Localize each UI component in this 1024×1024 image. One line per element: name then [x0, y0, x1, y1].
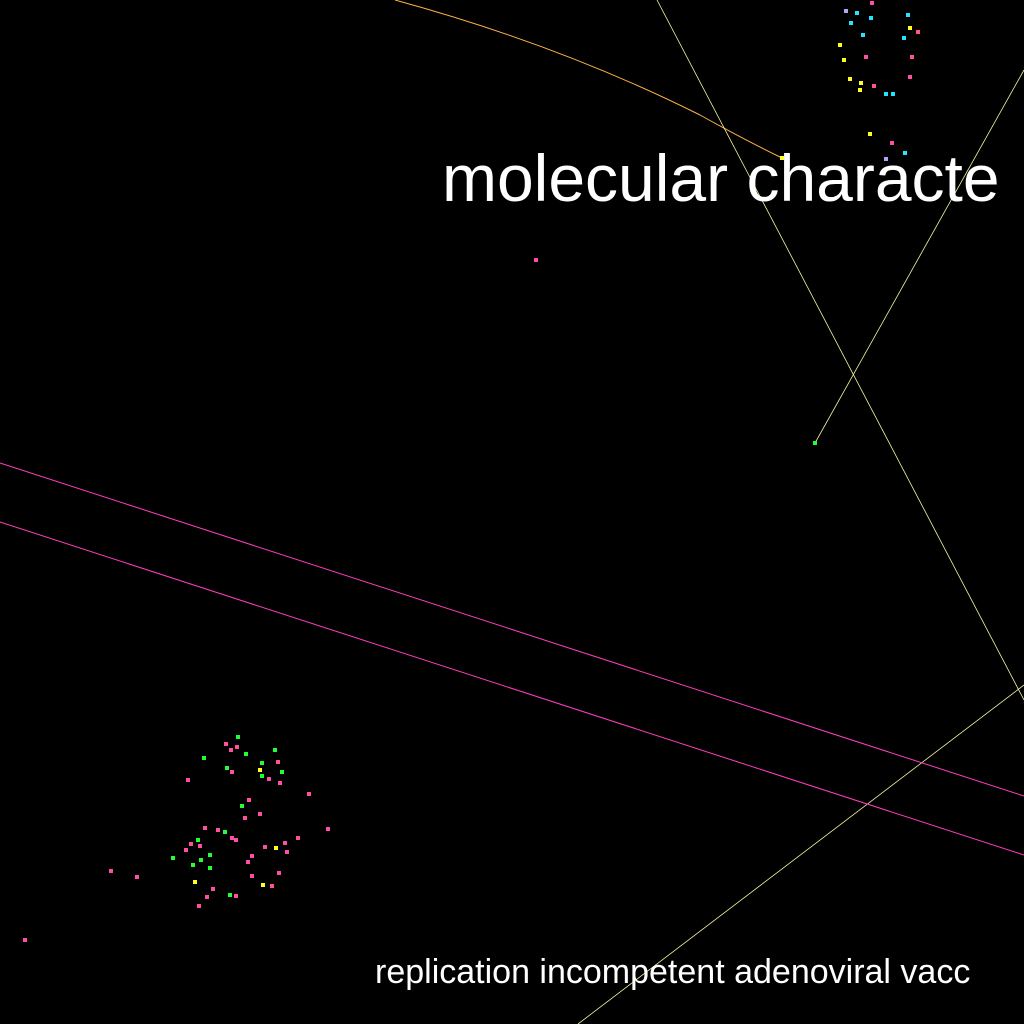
dot-pink: [276, 760, 280, 764]
dot-cyan: [902, 36, 906, 40]
dot-pink: [234, 838, 238, 842]
dot-pink: [870, 1, 874, 5]
dot-pink: [216, 828, 220, 832]
dot-yellow: [842, 58, 846, 62]
dot-green: [273, 748, 277, 752]
dot-pink: [864, 55, 868, 59]
dot-pink: [270, 884, 274, 888]
dot-green: [813, 441, 817, 445]
dot-pink: [250, 874, 254, 878]
magenta-line-upper: [0, 462, 1024, 797]
dot-green: [208, 853, 212, 857]
dot-pink: [910, 55, 914, 59]
dot-cyan: [906, 13, 910, 17]
dot-pink: [203, 826, 207, 830]
dot-cyan: [849, 21, 853, 25]
dot-pink: [243, 816, 247, 820]
dot-green: [280, 770, 284, 774]
scatter-dots: [23, 1, 920, 942]
pale-line-diagonal-3: [577, 684, 1024, 1024]
dot-yellow: [274, 846, 278, 850]
dot-green: [240, 804, 244, 808]
dot-pink: [230, 770, 234, 774]
magenta-line-lower: [0, 521, 1024, 856]
dot-pink: [230, 836, 234, 840]
dot-pink: [235, 745, 239, 749]
dot-green: [191, 863, 195, 867]
dot-pink: [109, 869, 113, 873]
dot-pink: [186, 778, 190, 782]
dot-green: [260, 761, 264, 765]
dot-yellow: [258, 768, 262, 772]
dot-yellow: [859, 81, 863, 85]
dot-pink: [23, 938, 27, 942]
dot-green: [260, 774, 264, 778]
dot-cyan: [869, 16, 873, 20]
dot-pink: [267, 777, 271, 781]
dot-green: [208, 866, 212, 870]
dot-green: [225, 766, 229, 770]
dot-yellow: [858, 88, 862, 92]
dot-yellow: [838, 43, 842, 47]
dot-pink: [135, 875, 139, 879]
dot-pink: [224, 742, 228, 746]
dot-green: [236, 735, 240, 739]
dot-lavender: [844, 9, 848, 13]
dot-pink: [534, 258, 538, 262]
dot-yellow: [908, 26, 912, 30]
dot-pink: [247, 798, 251, 802]
dot-green: [171, 856, 175, 860]
dot-yellow: [261, 883, 265, 887]
dot-pink: [872, 84, 876, 88]
dot-pink: [283, 841, 287, 845]
dot-green: [223, 830, 227, 834]
dot-pink: [197, 904, 201, 908]
dot-cyan: [891, 92, 895, 96]
dot-yellow: [780, 156, 784, 160]
dot-cyan: [884, 92, 888, 96]
dot-pink: [246, 860, 250, 864]
dot-yellow: [868, 132, 872, 136]
dot-pink: [890, 141, 894, 145]
dot-cyan: [903, 151, 907, 155]
dot-pink: [184, 848, 188, 852]
dot-cyan: [861, 33, 865, 37]
dot-green: [196, 838, 200, 842]
dot-green: [228, 893, 232, 897]
dot-green: [199, 858, 203, 862]
dot-pink: [277, 871, 281, 875]
dot-pink: [211, 887, 215, 891]
pale-line-diagonal-1: [656, 0, 1024, 701]
footer-text: replication incompetent adenoviral vacc: [375, 953, 971, 991]
dot-yellow: [193, 880, 197, 884]
dot-pink: [908, 75, 912, 79]
dot-pink: [205, 895, 209, 899]
dot-pink: [198, 844, 202, 848]
dot-green: [244, 752, 248, 756]
dot-pink: [285, 850, 289, 854]
dot-pink: [250, 854, 254, 858]
dot-pink: [278, 781, 282, 785]
dot-pink: [189, 842, 193, 846]
dot-pink: [229, 748, 233, 752]
dot-pink: [326, 827, 330, 831]
orange-curve-line: [394, 0, 783, 159]
dot-pink: [258, 812, 262, 816]
heading-text: molecular characte: [442, 141, 1000, 215]
dot-pink: [263, 845, 267, 849]
dot-pink: [234, 894, 238, 898]
dot-pink: [916, 30, 920, 34]
dot-lavender: [884, 157, 888, 161]
dot-green: [202, 756, 206, 760]
pale-line-diagonal-2: [814, 69, 1024, 444]
dot-pink: [296, 836, 300, 840]
dot-pink: [307, 792, 311, 796]
dot-cyan: [855, 11, 859, 15]
dot-yellow: [848, 77, 852, 81]
